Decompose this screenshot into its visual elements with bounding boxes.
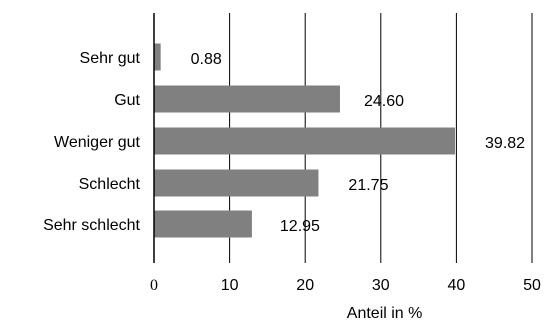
value-label: 39.82	[485, 135, 525, 152]
category-label: Gut	[114, 92, 140, 109]
value-label: 24.60	[364, 93, 404, 110]
x-tick-label: 30	[372, 277, 390, 294]
category-label: Weniger gut	[54, 134, 141, 151]
bars	[154, 43, 456, 238]
category-label: Sehr schlecht	[43, 217, 140, 234]
x-tick-label: 40	[448, 277, 466, 294]
bar-gut	[154, 85, 340, 113]
x-tick-label: 0	[150, 277, 158, 294]
category-labels: Sehr gut Gut Weniger gut Schlecht Sehr schle…	[43, 50, 140, 234]
bar-schlecht	[154, 169, 319, 197]
x-axis-title: Anteil in %	[347, 305, 423, 322]
value-labels: 0.88 24.60 39.82 21.75 12.95	[191, 51, 526, 235]
category-label: Sehr gut	[80, 50, 141, 67]
bar-sehr-schlecht	[154, 210, 252, 238]
x-tick-labels: 0 10 20 30 40 50	[150, 277, 541, 294]
value-label: 21.75	[348, 177, 388, 194]
x-tick-label: 20	[296, 277, 314, 294]
x-tick-label: 10	[221, 277, 239, 294]
value-label: 0.88	[191, 51, 222, 68]
bar-sehr-gut	[154, 43, 161, 71]
value-label: 12.95	[280, 218, 320, 235]
category-label: Schlecht	[79, 176, 141, 193]
x-tick-label: 50	[523, 277, 541, 294]
bar-weniger-gut	[154, 127, 456, 155]
